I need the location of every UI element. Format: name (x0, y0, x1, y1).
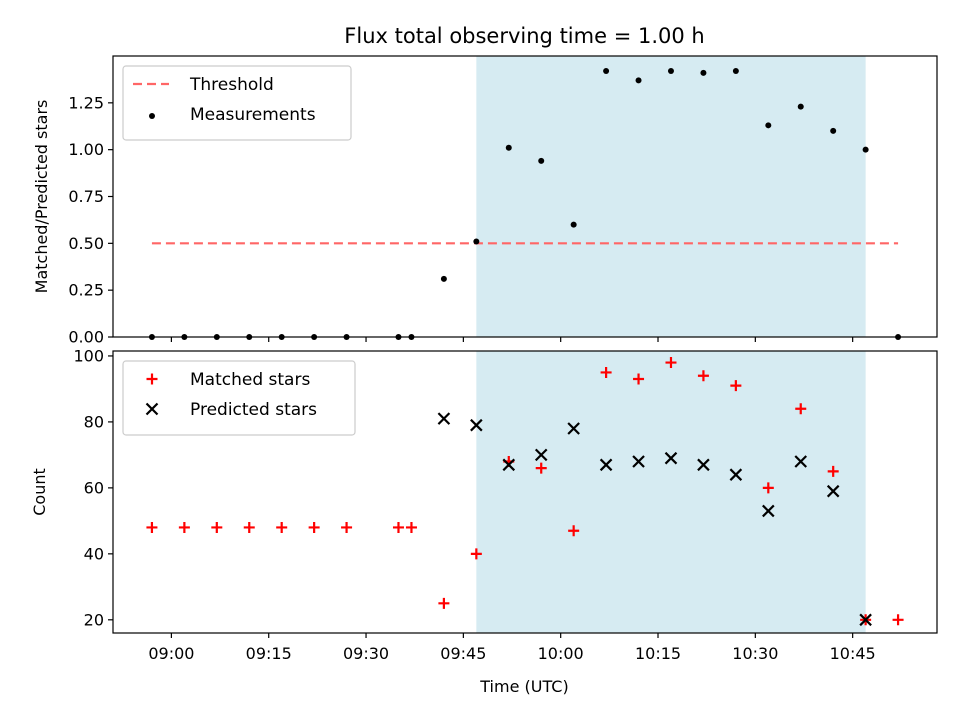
matched-stars-point (535, 462, 547, 474)
x-tick-label: 10:00 (538, 644, 584, 663)
matched-stars-point (405, 521, 417, 533)
predicted-stars-point (664, 451, 678, 465)
measurements-point (603, 67, 610, 74)
y-axis-title: Matched/Predicted stars (32, 100, 51, 294)
matched-stars-point (892, 614, 904, 626)
matched-stars-point (762, 482, 774, 494)
measurements-point (700, 69, 707, 76)
measurements-point (667, 67, 674, 74)
legend-label: Measurements (190, 105, 316, 125)
measurements-point (765, 122, 772, 129)
matched-stars-point (697, 370, 709, 382)
matched-stars-point (243, 521, 255, 533)
matched-stars-point (665, 357, 677, 369)
predicted-stars-point (534, 448, 548, 462)
predicted-stars-point (762, 504, 775, 518)
predicted-stars-point (437, 412, 451, 425)
predicted-stars-point (697, 458, 710, 472)
x-tick-label: 09:15 (246, 644, 292, 663)
measurements-point (440, 275, 447, 282)
x-tick-label: 09:30 (343, 644, 389, 663)
matched-stars-point (827, 465, 839, 477)
predicted-stars-point (826, 484, 840, 498)
matched-stars-point (795, 403, 807, 415)
x-tick-label: 10:15 (635, 644, 681, 663)
legend: Matched stars Predicted stars (122, 360, 356, 436)
axes-frame (112, 350, 938, 634)
predicted-stars-point (567, 422, 580, 435)
y-tick-label: 40 (84, 544, 104, 563)
measurements-point (862, 146, 869, 153)
legend-predicted-swatch (145, 402, 159, 416)
y-tick-label: 0.25 (68, 281, 104, 300)
matched-stars-point (392, 521, 404, 533)
x-tick-label: 09:45 (440, 644, 486, 663)
matched-stars-point (341, 521, 353, 533)
matched-stars-point (438, 597, 450, 609)
measurements-point (635, 77, 642, 84)
predicted-stars-point (859, 613, 872, 627)
y-tick-label: 0.75 (68, 187, 104, 206)
matched-stars-point (178, 521, 190, 533)
legend-measurements-swatch (149, 113, 155, 119)
legend-box (122, 360, 356, 436)
y-tick-label: 1.00 (68, 140, 104, 159)
matched-stars-point (600, 366, 612, 378)
y-tick-label: 0.50 (68, 234, 104, 253)
observing-window-span (476, 351, 866, 633)
y-tick-label: 100 (73, 346, 104, 365)
chart-title: Flux total observing time = 1.00 h (344, 24, 704, 48)
measurements-point (473, 238, 480, 245)
legend: Threshold Measurements (122, 65, 352, 141)
x-axis-title: Time (UTC) (479, 677, 568, 696)
matched-stars-point (276, 521, 288, 533)
predicted-stars-point (632, 455, 645, 468)
predicted-stars-point (502, 458, 516, 472)
predicted-stars-point (470, 418, 483, 432)
legend-label: Predicted stars (190, 400, 317, 420)
top-panel: 0.00 0.25 0.50 0.75 1.00 1.25 Matched/Predicte… (32, 55, 938, 347)
x-tick-label: 10:45 (830, 644, 876, 663)
y-tick-label: 0.00 (68, 328, 104, 347)
matched-stars-point (730, 380, 742, 392)
matched-stars-point (146, 521, 158, 533)
legend-label: Matched stars (190, 370, 310, 390)
legend-label: Threshold (189, 75, 274, 95)
predicted-stars-point (794, 455, 808, 468)
matched-stars-point (568, 525, 580, 537)
predicted-stars-point (599, 458, 613, 472)
measurements-point (830, 127, 837, 134)
legend-matched-swatch (146, 373, 158, 385)
x-tick-label: 09:00 (148, 644, 194, 663)
matched-stars-point (633, 373, 645, 385)
y-tick-label: 20 (84, 610, 104, 629)
legend-box (122, 65, 352, 141)
matched-stars-point (470, 548, 482, 560)
matched-stars-point (211, 521, 223, 533)
predicted-stars-point (729, 468, 743, 481)
matched-stars-point (308, 521, 320, 533)
observing-window-span (476, 56, 866, 337)
y-tick-label: 80 (84, 412, 104, 431)
measurements-point (505, 144, 512, 151)
y-axis-title: Count (30, 468, 49, 516)
measurements-point (797, 103, 804, 110)
y-tick-label: 60 (84, 478, 104, 497)
x-tick-label: 10:30 (732, 644, 778, 663)
measurements-point (538, 157, 545, 164)
measurements-point (732, 67, 739, 74)
bottom-panel: 20 40 60 80 100 09:00 09:15 09:30 09:45 10:00 10:1… (30, 346, 938, 663)
y-tick-label: 1.25 (68, 93, 104, 112)
measurements-point (570, 221, 577, 228)
